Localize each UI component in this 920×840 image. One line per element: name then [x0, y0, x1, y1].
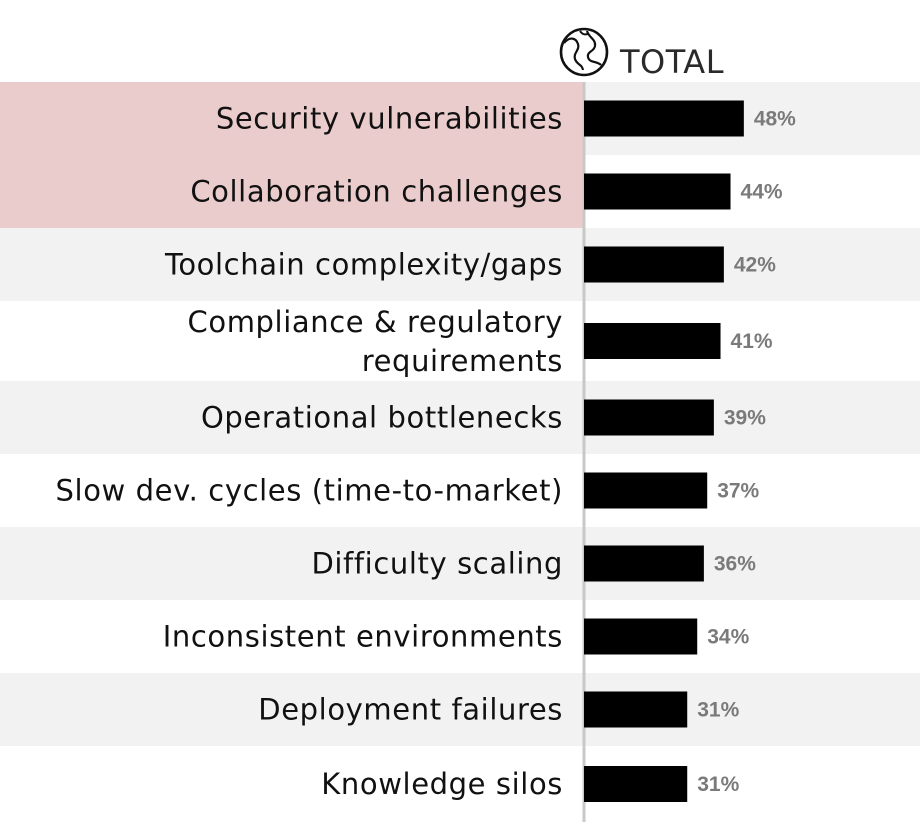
row-band — [0, 381, 920, 454]
category-label: Inconsistent environments — [163, 620, 563, 654]
row-band — [0, 228, 920, 301]
row-bands — [0, 82, 920, 746]
column-header: TOTAL — [619, 43, 724, 81]
category-label: Knowledge silos — [321, 767, 563, 801]
bar — [584, 323, 721, 359]
bar — [584, 173, 731, 210]
value-label: 42% — [734, 254, 776, 277]
category-label: Difficulty scaling — [311, 547, 563, 581]
value-labels: 48% 44% 42% 41% 39% 37% 36% 34% 31% 31% — [697, 108, 796, 797]
bar — [584, 246, 724, 283]
bar — [584, 766, 688, 802]
value-label: 34% — [707, 626, 749, 649]
value-label: 44% — [741, 181, 783, 204]
bars — [584, 100, 744, 802]
highlight-band — [0, 82, 584, 155]
value-label: 48% — [754, 108, 796, 131]
bar — [584, 100, 744, 137]
bar — [584, 545, 704, 582]
value-label: 39% — [724, 407, 766, 430]
category-label: Operational bottlenecks — [201, 401, 563, 435]
chart-header: TOTAL — [559, 27, 724, 81]
category-label: Toolchain complexity/gaps — [164, 248, 563, 282]
row-band — [0, 673, 920, 746]
category-label: Slow dev. cycles (time-to-market) — [56, 474, 563, 508]
bar — [584, 399, 714, 436]
value-label: 41% — [731, 330, 773, 353]
category-label: Deployment failures — [258, 693, 563, 727]
globe-icon — [559, 27, 609, 77]
highlight-band — [0, 155, 584, 228]
category-label: Compliance & regulatory requirements — [188, 305, 564, 378]
value-label: 36% — [714, 553, 756, 576]
category-label: Security vulnerabilities — [216, 102, 563, 136]
row-band — [0, 527, 920, 600]
bar — [584, 691, 688, 728]
category-label: Collaboration challenges — [190, 175, 563, 209]
bar — [584, 472, 708, 509]
value-label: 37% — [717, 480, 759, 503]
value-label: 31% — [697, 773, 739, 796]
category-labels: Security vulnerabilities Collaboration ch… — [56, 102, 563, 802]
bar — [584, 618, 698, 655]
value-label: 31% — [697, 699, 739, 722]
